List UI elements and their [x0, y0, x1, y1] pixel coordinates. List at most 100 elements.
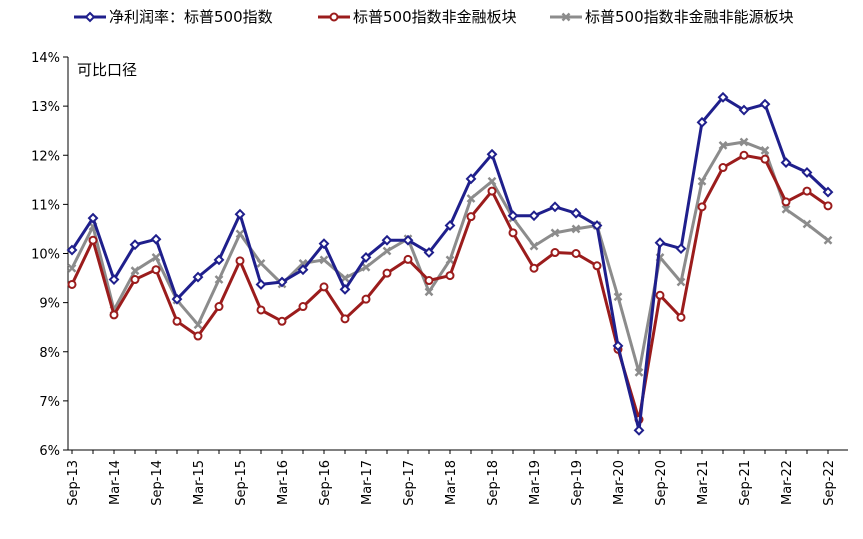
x-tick-label: Sep-16	[318, 460, 333, 506]
legend-label: 标普500指数非金融板块	[353, 8, 517, 26]
data-point	[234, 208, 246, 220]
data-point	[613, 292, 623, 302]
series-2	[67, 150, 833, 425]
chart-annotation: 可比口径	[77, 61, 137, 79]
x-tick-label: Sep-18	[486, 460, 501, 506]
legend-label: 净利润率：标普500指数	[109, 8, 273, 26]
data-point	[445, 255, 455, 265]
data-point	[823, 235, 833, 245]
data-point	[591, 220, 603, 231]
data-point	[130, 275, 140, 285]
x-tick-label: Mar-17	[360, 460, 375, 505]
data-point-stroke	[487, 176, 497, 186]
data-point	[507, 210, 519, 222]
data-point	[696, 116, 708, 128]
data-point	[802, 219, 812, 229]
x-tick-label: Mar-20	[612, 460, 627, 505]
data-point	[780, 157, 792, 169]
data-point	[276, 276, 288, 288]
data-point	[424, 287, 434, 297]
data-point	[697, 176, 707, 186]
data-point	[193, 320, 203, 330]
data-point	[466, 194, 476, 203]
data-point	[67, 263, 77, 273]
data-point	[340, 273, 350, 283]
data-point	[801, 167, 813, 178]
data-point	[213, 254, 225, 266]
data-point-stroke	[760, 145, 770, 155]
y-tick-label: 6%	[39, 444, 60, 459]
x-tick-label: Sep-21	[738, 460, 753, 506]
y-tick-label: 9%	[39, 297, 60, 312]
x-tick-label: Mar-15	[192, 460, 207, 505]
data-point	[318, 238, 330, 250]
legend: 净利润率：标普500指数 标普500指数非金融板块 标普500指数非金融非能源板块	[74, 8, 794, 26]
data-point	[676, 277, 686, 287]
data-point	[465, 173, 477, 185]
data-point	[256, 305, 266, 315]
data-point	[382, 268, 392, 278]
data-point	[529, 241, 539, 251]
data-point-stroke	[214, 275, 224, 284]
y-tick-label: 7%	[39, 395, 60, 410]
data-point	[298, 302, 308, 312]
data-point	[361, 294, 371, 304]
data-point	[340, 314, 350, 324]
data-point	[654, 237, 666, 249]
data-point	[550, 248, 560, 258]
data-point-stroke	[235, 229, 245, 239]
data-point	[486, 148, 498, 160]
data-point-stroke	[781, 204, 791, 214]
data-point	[781, 204, 791, 214]
data-point-stroke	[739, 137, 749, 147]
data-point-stroke	[823, 235, 833, 245]
data-point-stroke	[382, 246, 392, 256]
data-point	[297, 264, 309, 276]
data-point-stroke	[634, 367, 644, 377]
y-tick-label: 12%	[31, 149, 60, 164]
data-point-stroke	[561, 12, 571, 22]
data-point	[108, 274, 120, 285]
data-point	[738, 104, 750, 116]
data-point	[235, 256, 245, 266]
data-point	[823, 201, 833, 211]
data-point	[319, 255, 329, 265]
x-tick-label: Mar-22	[780, 460, 795, 505]
data-point	[444, 220, 456, 231]
data-point	[360, 252, 372, 263]
x-tick-label: Sep-14	[150, 460, 165, 506]
data-point	[550, 228, 560, 238]
data-point-stroke	[256, 258, 266, 268]
data-point-stroke	[466, 194, 476, 203]
x-tick-label: Mar-14	[108, 460, 123, 505]
data-point-stroke	[67, 263, 77, 273]
data-point	[151, 265, 161, 275]
data-point	[571, 224, 581, 234]
x-tick-label: Sep-15	[234, 460, 249, 506]
data-point	[235, 229, 245, 239]
data-point	[339, 283, 351, 295]
x-tick-label: Mar-16	[276, 460, 291, 505]
series-line	[70, 140, 829, 374]
data-point-stroke	[445, 255, 455, 265]
data-point	[109, 310, 119, 320]
data-point	[592, 261, 602, 271]
data-point	[129, 239, 141, 251]
data-point	[277, 316, 287, 326]
data-point	[130, 266, 140, 276]
data-point	[423, 247, 435, 258]
data-point	[822, 186, 834, 198]
data-point-stroke	[130, 266, 140, 276]
data-point	[655, 290, 665, 300]
data-point	[382, 246, 392, 256]
data-point	[88, 235, 98, 245]
y-tick-label: 8%	[39, 346, 60, 361]
data-point-stroke	[697, 176, 707, 186]
data-point	[172, 316, 182, 326]
data-point	[151, 253, 161, 262]
data-point	[759, 98, 771, 110]
data-point-stroke	[298, 258, 308, 268]
series-3	[67, 137, 833, 377]
